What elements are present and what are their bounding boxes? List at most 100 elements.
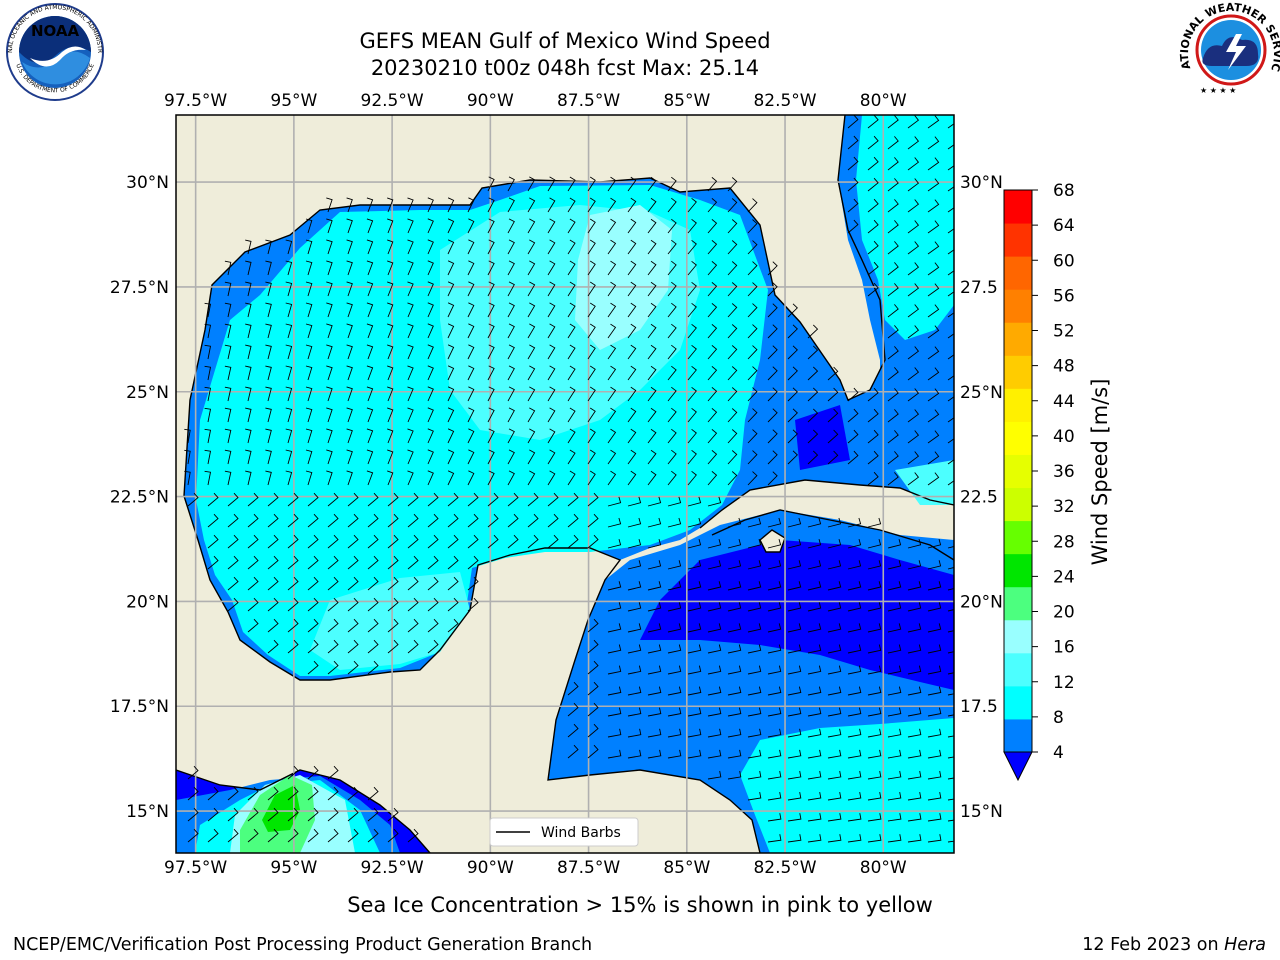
colorbar-tick-6: 44 (1053, 392, 1075, 412)
wind-barb (204, 323, 212, 339)
atlantic-water-8-12 (856, 115, 954, 340)
wind-barb (687, 302, 697, 318)
wind-barb (847, 770, 862, 780)
colorbar-tick-7: 40 (1053, 427, 1075, 447)
wind-barb (587, 428, 596, 444)
map-area (176, 115, 954, 853)
nws-stars-icon: ★ ★ ★ ★ (1200, 86, 1236, 95)
wind-barb (767, 345, 778, 360)
wind-barb (787, 707, 802, 717)
wind-barb (787, 387, 798, 402)
wind-barb (647, 749, 662, 759)
wind-barb (227, 828, 239, 843)
wind-barb (367, 492, 379, 507)
wind-barb (467, 407, 475, 423)
wind-barb (767, 707, 782, 717)
wind-barb (204, 449, 212, 465)
wind-barb (587, 386, 596, 402)
wind-barb (667, 239, 677, 255)
wind-barb (807, 366, 819, 381)
wind-barb (807, 581, 822, 591)
wind-barb (727, 686, 742, 696)
wind-barb (627, 260, 637, 276)
wind-barb (807, 324, 819, 339)
lon-tick-top-4: 87.5°W (557, 91, 620, 111)
wind-barb (245, 470, 252, 486)
wind-barb (427, 639, 439, 654)
wind-barb (947, 270, 954, 276)
wind-barb (224, 302, 232, 318)
wind-barb (927, 834, 942, 843)
wind-barb (867, 240, 879, 255)
wind-barb (667, 176, 677, 192)
wind-barb (627, 218, 637, 234)
wind-barb (567, 302, 576, 318)
wind-barb (707, 198, 718, 213)
wind-barb (747, 749, 762, 759)
wind-barb (447, 513, 459, 528)
wind-barb (346, 323, 353, 339)
wind-barb (467, 344, 475, 360)
wind-barb (547, 492, 559, 507)
wind-barb (587, 492, 599, 507)
wind-barb (867, 770, 882, 780)
wind-barb (867, 792, 882, 801)
wind-barb (707, 408, 718, 423)
wind-barb (647, 302, 657, 318)
wind-barb (887, 325, 899, 339)
wind-barb (447, 323, 455, 339)
wind-barb (747, 623, 762, 633)
wind-barb (487, 323, 495, 339)
wind-barb (767, 282, 778, 297)
gulf-water-16-20 (575, 205, 672, 350)
wind-barb (847, 581, 862, 591)
wind-barb (387, 807, 399, 822)
wind-barb (327, 513, 339, 528)
wind-barb (507, 470, 515, 486)
wind-barb (647, 496, 662, 507)
wind-barb (427, 260, 434, 276)
wind-barb (807, 813, 822, 822)
wind-barb (547, 386, 556, 402)
wind-barb (307, 597, 319, 612)
wind-barb (687, 344, 697, 360)
wind-barb (867, 813, 882, 822)
legend-label: Wind Barbs (541, 825, 621, 841)
wind-barb (467, 449, 475, 465)
wind-barb (467, 218, 475, 234)
wind-barb (567, 260, 576, 276)
wind-barb (627, 407, 637, 423)
wind-barb (747, 644, 762, 654)
wind-barb (285, 365, 293, 381)
wind-barb (687, 728, 702, 738)
wind-barb (827, 707, 842, 717)
wind-barb (827, 665, 842, 675)
wind-barb (467, 428, 475, 444)
lon-tick-bottom-7: 80°W (860, 858, 907, 878)
wind-barb (607, 239, 617, 255)
wind-barb (607, 407, 617, 423)
wind-barb (547, 513, 559, 528)
wind-barb (265, 260, 272, 276)
wind-barb (807, 665, 822, 675)
wind-barb (267, 492, 279, 507)
wind-barb (687, 496, 702, 507)
wind-barb (807, 644, 822, 654)
wind-barb (907, 367, 920, 381)
wind-barb (527, 492, 539, 507)
wind-barb (407, 407, 414, 423)
lon-tick-top-2: 92.5°W (361, 91, 424, 111)
wind-barb (287, 576, 299, 591)
wind-barb (887, 283, 899, 297)
wind-barb (807, 387, 819, 402)
wind-barb (667, 470, 677, 486)
wind-barb (627, 686, 642, 696)
wind-barb (346, 344, 353, 360)
wind-barb (767, 792, 782, 801)
wind-barb (224, 470, 232, 486)
wind-barb (907, 283, 920, 297)
wind-barb (387, 555, 399, 570)
chart-subtitle-forecast: 20230210 t00z 048h fcst Max: 25.14 (371, 56, 759, 80)
wind-barb (947, 546, 954, 549)
wind-barb (847, 408, 859, 423)
